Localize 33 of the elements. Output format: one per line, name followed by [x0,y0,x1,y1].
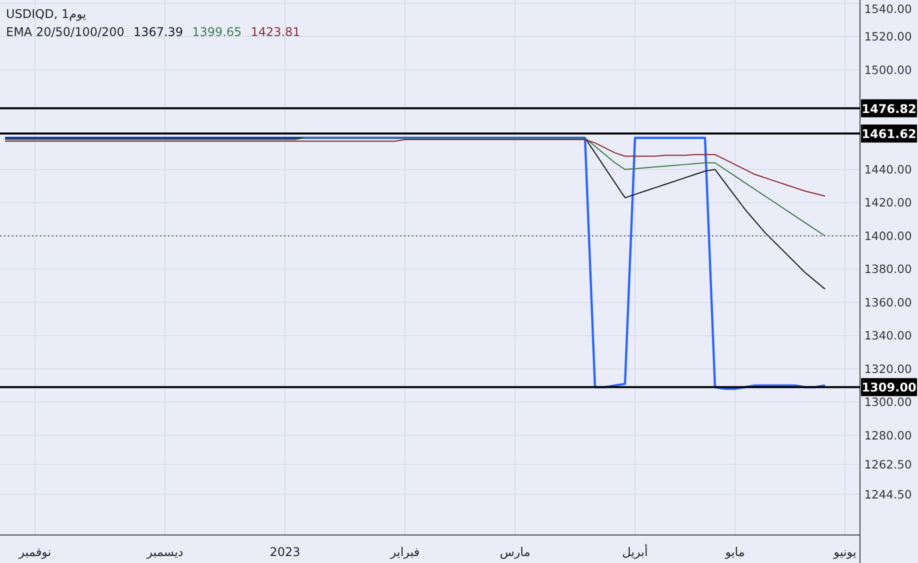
text: USDIQD, 1يوم [6,7,86,21]
ref-line-label: 1309.00 [862,380,916,395]
y-tick-label: 1380.00 [864,262,912,276]
x-tick-label: نوفمبر [18,545,52,559]
x-tick-label: ديسمبر [146,545,184,559]
y-tick-label: 1400.00 [864,228,912,243]
text: 1367.39 [133,25,184,39]
y-tick-label: 1280.00 [864,428,912,442]
y-tick-label: 1262.50 [864,457,912,472]
line-series [4,139,826,197]
y-tick-label: 1300.00 [864,395,912,410]
y-tick-label: 1244.50 [864,487,912,502]
legend-title: EMA 20/50/100/200 [6,25,124,39]
line-series [4,136,826,390]
y-tick-label: 1320.00 [864,362,912,376]
y-tick-label: 1340.00 [864,328,912,343]
x-tick-label: مارس [500,545,530,559]
y-tick-label: 1500.00 [864,62,912,77]
line-series [4,137,826,236]
y-tick-label: 1420.00 [864,196,912,210]
x-tick-label: يونيو [832,545,856,559]
text: 1399.65 [192,25,242,39]
x-tick-label: أبريل [622,544,648,559]
ref-line-label: 1461.62 [862,127,916,142]
x-tick-label: مايو [724,545,745,559]
y-tick-label: 1540.00 [864,2,912,16]
y-tick-label: 1360.00 [864,295,912,310]
ref-line-label: 1476.82 [862,102,916,116]
y-tick-label: 1440.00 [864,162,912,176]
x-tick-label: 2023 [270,545,300,559]
y-tick-label: 1520.00 [864,30,912,44]
text: 1423.81 [250,25,300,39]
x-tick-label: فبراير [389,545,420,559]
